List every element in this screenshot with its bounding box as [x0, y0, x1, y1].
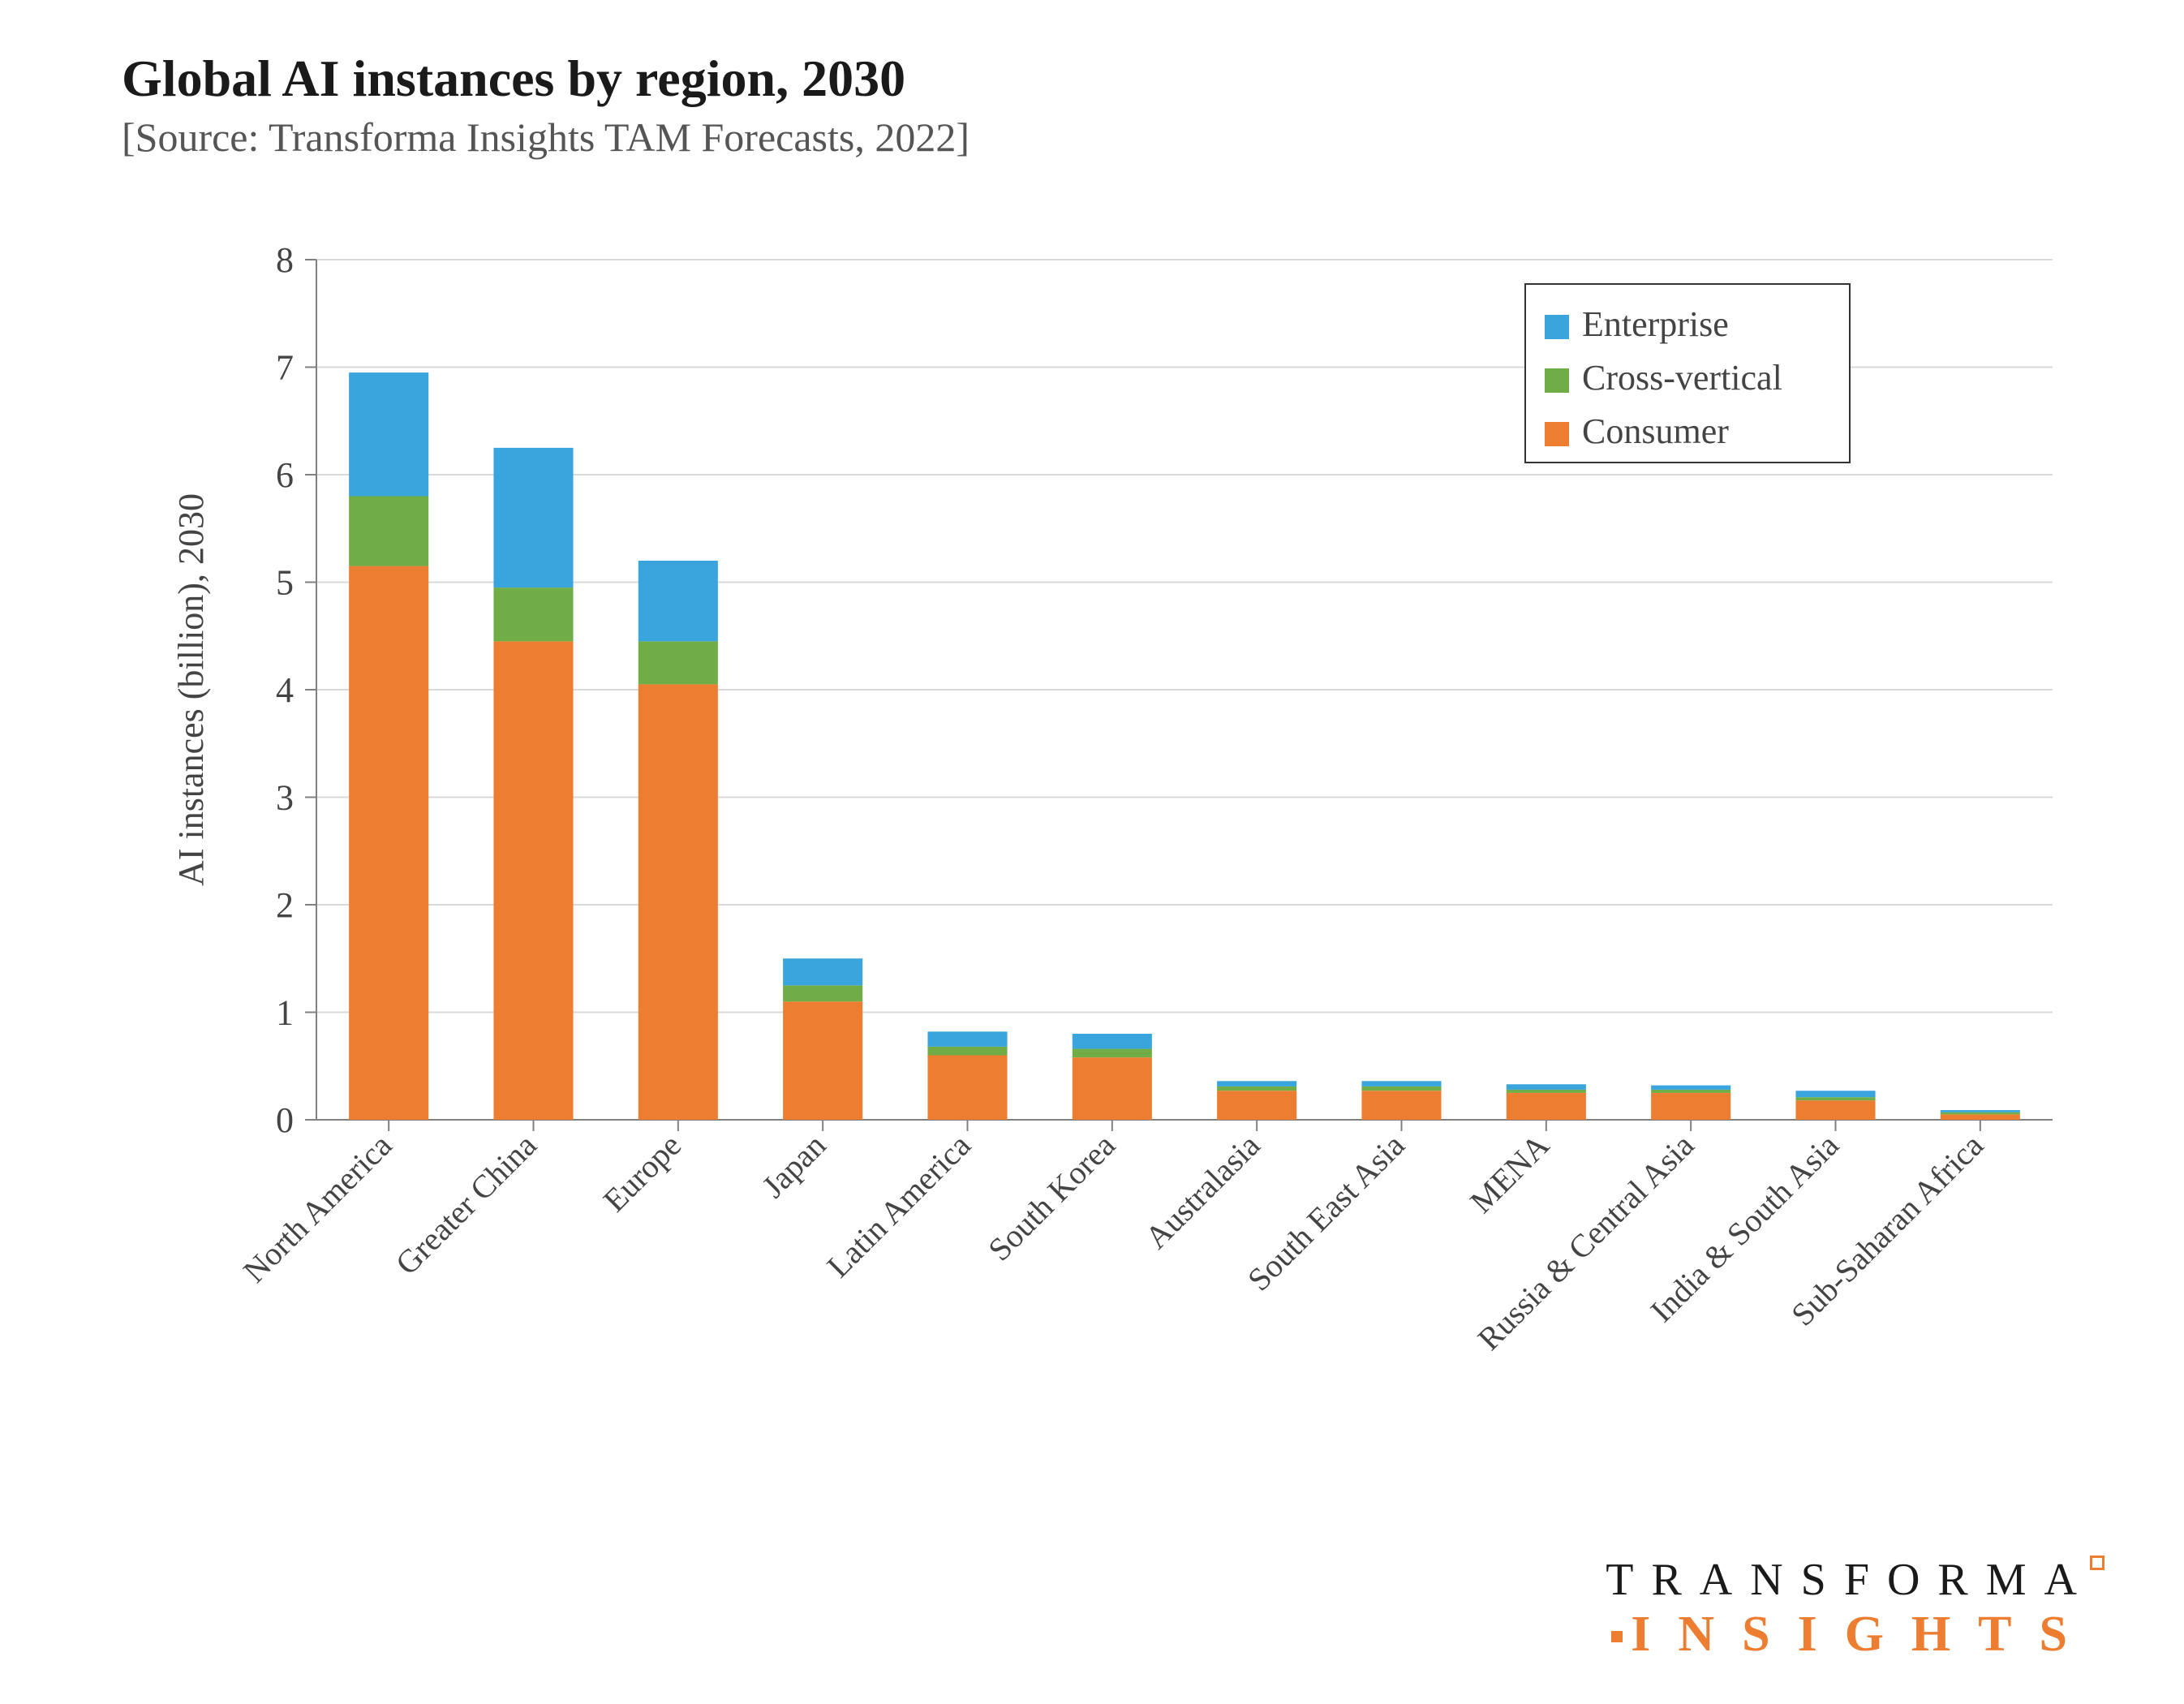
bar-consumer [1361, 1091, 1441, 1120]
bar-consumer [1507, 1093, 1586, 1120]
logo-top-word: TRANSFORMA [1606, 1554, 2095, 1606]
y-tick-label: 8 [276, 243, 294, 280]
y-axis-label: AI instances (billion), 2030 [171, 493, 211, 886]
bar-consumer [1073, 1057, 1152, 1120]
bar-enterprise [1941, 1110, 2020, 1112]
bar-consumer [783, 1001, 862, 1120]
category-label: North America [236, 1126, 399, 1289]
legend-label: Enterprise [1582, 304, 1729, 344]
chart-title: Global AI instances by region, 2030 [122, 49, 2111, 109]
transforma-insights-logo: TRANSFORMA INSIGHTS [1606, 1554, 2095, 1663]
bar-consumer [349, 566, 428, 1120]
bar-consumer [493, 641, 573, 1120]
bar-cross_vertical [1217, 1087, 1296, 1091]
legend-swatch [1545, 422, 1569, 446]
bar-enterprise [638, 561, 718, 641]
bar-enterprise [493, 448, 573, 587]
bar-cross_vertical [927, 1047, 1007, 1056]
bar-cross_vertical [1795, 1097, 1875, 1100]
bar-enterprise [349, 372, 428, 496]
bar-consumer [1651, 1093, 1730, 1120]
y-tick-label: 5 [276, 563, 294, 603]
bar-cross_vertical [1361, 1087, 1441, 1091]
category-label: Japan [755, 1127, 832, 1205]
y-tick-label: 0 [276, 1100, 294, 1140]
category-label: South Korea [981, 1126, 1122, 1267]
category-label: Latin America [819, 1126, 978, 1284]
bar-enterprise [1217, 1081, 1296, 1087]
bar-enterprise [927, 1031, 1007, 1047]
bar-cross_vertical [783, 985, 862, 1001]
bar-cross_vertical [349, 497, 428, 566]
bar-cross_vertical [1073, 1049, 1152, 1058]
y-tick-label: 4 [276, 670, 294, 710]
bar-cross_vertical [1651, 1090, 1730, 1093]
bar-enterprise [1507, 1084, 1586, 1090]
bar-enterprise [1361, 1081, 1441, 1087]
legend-label: Cross-vertical [1582, 358, 1782, 398]
logo-top-text: TRANSFORMA [1606, 1555, 2095, 1605]
category-label: Greater China [389, 1126, 544, 1281]
bar-enterprise [1795, 1091, 1875, 1097]
logo-bottom-text: INSIGHTS [1631, 1607, 2095, 1662]
bar-enterprise [1073, 1034, 1152, 1049]
bar-consumer [927, 1056, 1007, 1121]
bar-consumer [1941, 1114, 2020, 1120]
legend-label: Consumer [1582, 411, 1729, 451]
bar-cross_vertical [493, 587, 573, 641]
category-label: Europe [596, 1127, 689, 1220]
bar-consumer [638, 684, 718, 1120]
bar-cross_vertical [1507, 1090, 1586, 1093]
bar-consumer [1795, 1100, 1875, 1120]
y-tick-label: 6 [276, 455, 294, 495]
bar-cross_vertical [1941, 1112, 2020, 1115]
bar-consumer [1217, 1091, 1296, 1120]
chart-area: 0 1 2 3 4 5 6 7 8 AI instances (billion), 2030 Nor… [122, 243, 2085, 1379]
chart-subtitle: [Source: Transforma Insights TAM Forecas… [122, 114, 2111, 161]
y-tick-label: 1 [276, 993, 294, 1033]
logo-bullet-icon [1611, 1631, 1623, 1642]
bar-enterprise [783, 958, 862, 985]
category-label: Australasia [1137, 1126, 1266, 1255]
bar-enterprise [1651, 1086, 1730, 1090]
category-label: MENA [1463, 1126, 1556, 1220]
stacked-bar-chart: 0 1 2 3 4 5 6 7 8 AI instances (billion), 2030 Nor… [122, 243, 2085, 1379]
legend-swatch [1545, 315, 1569, 339]
y-tick-label: 3 [276, 778, 294, 818]
page: Global AI instances by region, 2030 [Sou… [0, 0, 2184, 1704]
y-tick-label: 2 [276, 885, 294, 925]
logo-bottom-word: INSIGHTS [1606, 1606, 2095, 1663]
y-tick-label: 7 [276, 348, 294, 388]
legend-swatch [1545, 368, 1569, 393]
bar-cross_vertical [638, 641, 718, 684]
